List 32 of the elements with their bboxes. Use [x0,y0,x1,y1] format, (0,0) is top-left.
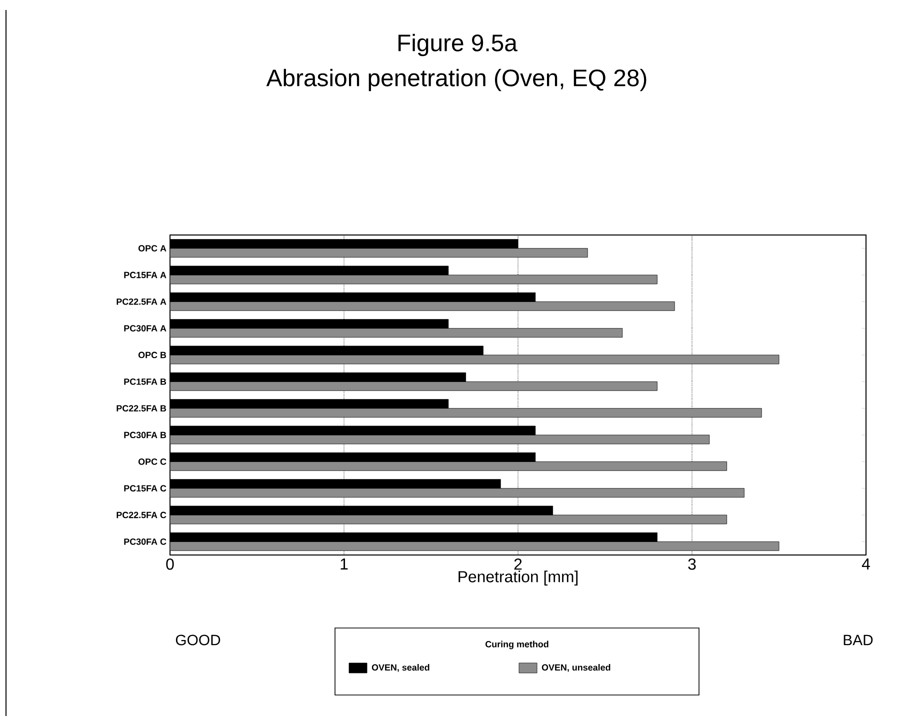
x-tick-label: 3 [688,558,696,570]
text: GOOD [176,634,220,646]
chart-title: Figure 9.5a [398,34,518,56]
x-tick-label: 4 [862,558,870,570]
bar [170,248,588,258]
y-tick-label: PC22.5FA C [116,512,166,518]
text: BAD [844,634,873,646]
bar [170,488,744,498]
chart-subtitle: Abrasion penetration (Oven, EQ 28) [266,68,646,92]
y-tick-label: PC30FA C [124,538,166,545]
legend-title: Curing method [486,640,548,650]
bar [170,408,762,418]
bar [170,328,623,338]
y-tick-label: OPC A [138,245,166,252]
y-tick-label: PC30FA B [124,432,166,438]
x-tick-label: 1 [340,558,348,570]
y-tick-label: PC30FA A [124,325,166,332]
legend-label: OVEN, sealed [372,664,430,672]
y-tick-label: OPC C [138,458,166,465]
y-tick-label: PC15FA B [124,378,166,385]
x-tick-label: 0 [166,558,174,570]
y-tick-label: OPC B [138,352,166,358]
bar [170,381,658,391]
y-tick-label: PC15FA C [124,485,166,492]
x-axis-title: Penetration [mm] [458,570,578,586]
x-tick-label: 2 [514,558,522,570]
legend-label: OVEN, unsealed [542,664,610,672]
y-tick-label: PC22.5FA A [116,298,166,305]
y-tick-label: PC22.5FA B [116,405,166,412]
y-tick-label: PC15FA A [124,272,166,278]
bar [170,461,728,471]
bar [170,301,675,311]
